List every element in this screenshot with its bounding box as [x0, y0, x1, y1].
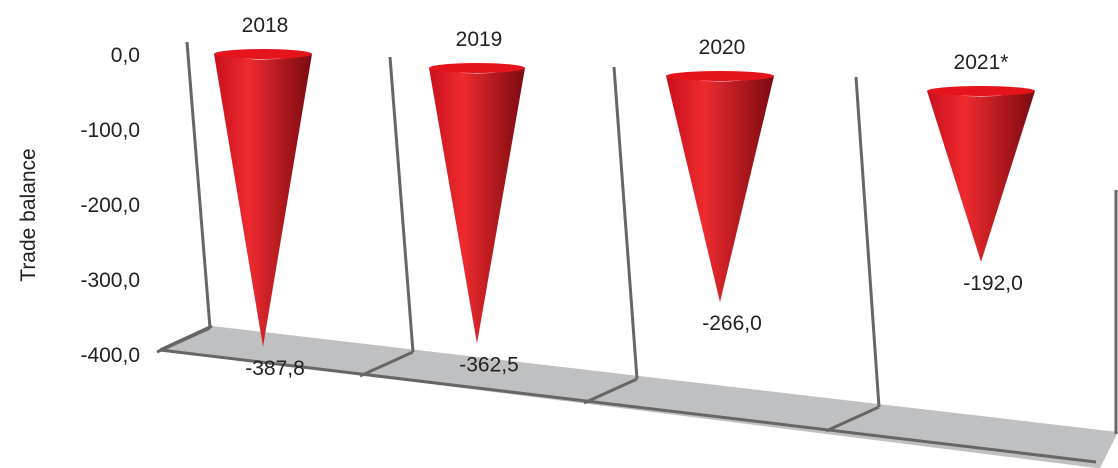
cone-bar	[927, 91, 1035, 262]
y-tick-label: -200,0	[80, 194, 140, 217]
category-divider	[854, 76, 881, 408]
floor-front-edge	[159, 348, 1097, 464]
cone-bar	[666, 76, 774, 303]
y-axis-ticks: 0,0 -100,0 -200,0 -300,0 -400,0	[80, 44, 140, 367]
category-divider	[612, 66, 639, 380]
cones	[214, 49, 1035, 347]
cone-top	[666, 71, 774, 81]
value-label: -266,0	[702, 312, 762, 335]
category-label: 2020	[699, 36, 746, 59]
cone-top	[429, 63, 525, 73]
value-label: -387,8	[245, 357, 305, 380]
cone-top	[927, 86, 1035, 96]
value-labels: -387,8 -362,5 -266,0 -192,0	[245, 272, 1023, 380]
floor-tick	[825, 405, 880, 433]
floor-tick	[156, 326, 211, 354]
cone-top	[214, 49, 312, 59]
y-axis-title: Trade balance	[17, 148, 40, 281]
category-label: 2019	[456, 28, 503, 51]
category-dividers	[156, 41, 1118, 434]
floor-tick	[359, 350, 414, 378]
y-tick-label: 0,0	[111, 44, 140, 67]
value-label: -362,5	[459, 354, 519, 377]
y-tick-label: -400,0	[80, 344, 140, 367]
category-label: 2021*	[954, 51, 1009, 74]
value-label: -192,0	[963, 272, 1023, 295]
cone-bar	[429, 68, 525, 344]
floor-tick	[583, 377, 638, 405]
cone-bar	[214, 54, 312, 347]
category-label: 2018	[242, 14, 289, 37]
y-tick-label: -300,0	[80, 269, 140, 292]
category-divider	[388, 56, 415, 353]
chart-floor	[160, 326, 1118, 468]
y-tick-label: -100,0	[80, 119, 140, 142]
category-labels: 2018 2019 2020 2021*	[242, 14, 1009, 74]
category-divider	[185, 41, 212, 329]
